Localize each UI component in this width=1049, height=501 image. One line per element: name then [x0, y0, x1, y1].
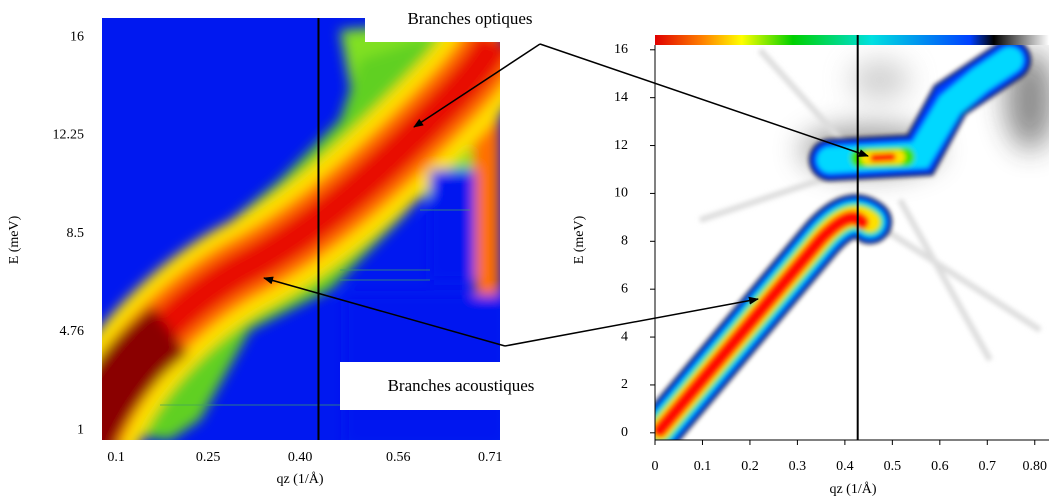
y-tick-label: 4 — [621, 329, 628, 344]
x-tick-label: 0.56 — [386, 450, 411, 465]
x-tick-label: 0.7 — [979, 459, 997, 474]
y-tick-label: 10 — [614, 186, 628, 201]
x-tick-label: 0.1 — [694, 459, 712, 474]
x-tick-label: 0 — [652, 459, 659, 474]
annotation: Branches acoustiques — [388, 376, 535, 395]
y-tick-label: 8.5 — [67, 226, 85, 241]
label-box — [340, 362, 582, 410]
annotations: Branches optiques Branches acoustiques — [263, 0, 869, 410]
y-axis-label: E (meV) — [572, 215, 587, 264]
y-tick-label: 1 — [77, 422, 84, 437]
y-tick-label: 14 — [614, 90, 628, 105]
y-tick-label: 0 — [621, 425, 628, 440]
y-tick-label: 12 — [614, 138, 628, 153]
y-tick-label: 16 — [614, 42, 628, 57]
x-tick-label: 0.3 — [789, 459, 807, 474]
y-tick-label: 16 — [70, 29, 84, 44]
x-axis-label: qz (1/Å) — [276, 471, 323, 487]
x-tick-label: 0.25 — [196, 450, 221, 465]
arrow — [504, 296, 759, 347]
y-tick-label: 12.25 — [53, 128, 85, 143]
arrow — [539, 43, 869, 157]
label-box — [365, 0, 575, 42]
x-tick-label: 0.2 — [741, 459, 759, 474]
y-tick-label: 2 — [621, 377, 628, 392]
arrow — [413, 43, 541, 128]
y-axis-label: E (meV) — [7, 215, 22, 264]
x-tick-label: 0.1 — [107, 450, 125, 465]
x-tick-label: 0.6 — [931, 459, 949, 474]
arrow — [263, 276, 506, 347]
annotation: Branches optiques — [407, 9, 532, 28]
right-heatmap — [655, 45, 1049, 440]
colorbar — [655, 35, 1049, 45]
y-tick-label: 4.76 — [60, 324, 85, 339]
x-tick-label: 0.80 — [1023, 459, 1048, 474]
x-axis-label: qz (1/Å) — [829, 481, 876, 497]
y-tick-label: 6 — [621, 281, 628, 296]
x-tick-label: 0.5 — [884, 459, 902, 474]
y-tick-label: 8 — [621, 234, 628, 249]
x-tick-label: 0.40 — [288, 450, 313, 465]
x-tick-label: 0.71 — [478, 450, 503, 465]
x-tick-label: 0.4 — [836, 459, 854, 474]
